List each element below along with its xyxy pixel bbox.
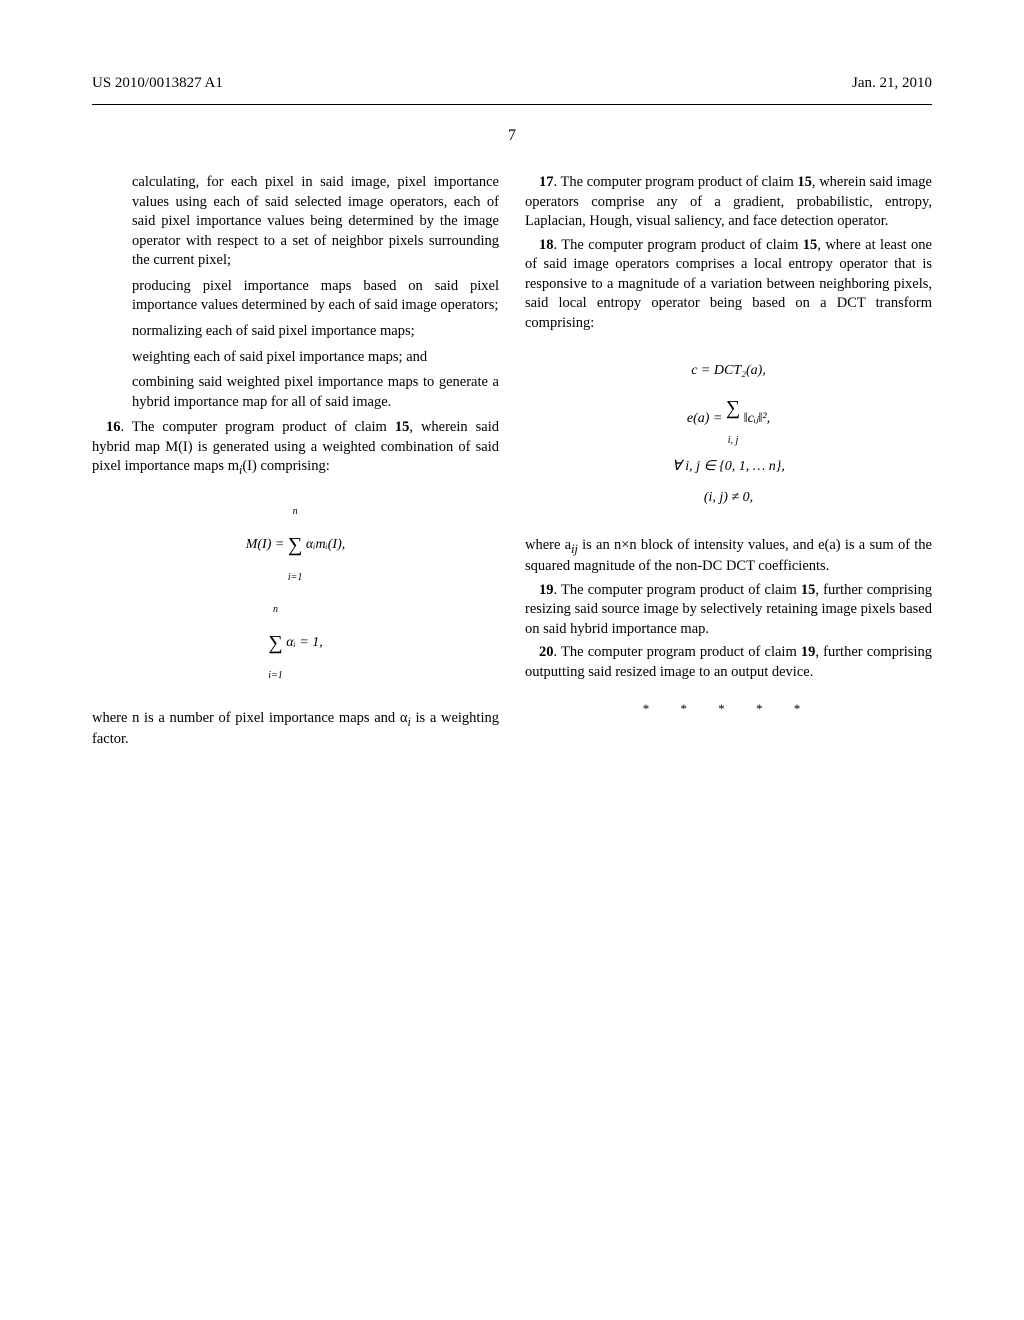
right-column: 17. The computer program product of clai… <box>525 173 932 753</box>
eq16b-tail: αᵢ = 1, <box>283 635 323 650</box>
step-combining: combining said weighted pixel importance… <box>92 373 499 412</box>
claim-17: 17. The computer program product of clai… <box>525 173 932 232</box>
left-column: calculating, for each pixel in said imag… <box>92 173 499 753</box>
step-producing: producing pixel importance maps based on… <box>92 277 499 316</box>
page-header: US 2010/0013827 A1 Jan. 21, 2010 <box>92 75 932 92</box>
eq18-line3: ∀ i, j ∈ {0, 1, … n}, <box>525 452 932 483</box>
equation-claim-16: M(I) = n ∑ i=1 αᵢmᵢ(I), n ∑ i=1 αᵢ = 1, <box>92 501 499 687</box>
eq18-line4: (i, j) ≠ 0, <box>525 483 932 514</box>
claim-17-before: . The computer program product of claim <box>554 174 798 190</box>
claim-16-ref: 15 <box>395 419 410 435</box>
eq18-lhs: e(a) = <box>687 412 726 427</box>
claim-18-before: . The computer program product of claim <box>554 237 803 253</box>
claim-20-ref: 19 <box>801 644 816 660</box>
publication-date: Jan. 21, 2010 <box>852 75 932 92</box>
claim-20-before: . The computer program product of claim <box>554 644 801 660</box>
claim-16-number: 16 <box>106 419 121 435</box>
claim-16-text-tail: (I) comprising: <box>242 458 329 474</box>
claim-18-number: 18 <box>539 237 554 253</box>
two-column-layout: calculating, for each pixel in said imag… <box>92 173 932 753</box>
claim-18-mid: where aij is an n×n block of intensity v… <box>525 536 932 577</box>
publication-number: US 2010/0013827 A1 <box>92 75 223 92</box>
claim-20: 20. The computer program product of clai… <box>525 643 932 682</box>
step-calculating: calculating, for each pixel in said imag… <box>92 173 499 271</box>
claim-18-ref: 15 <box>803 237 818 253</box>
header-rule <box>92 104 932 105</box>
subscript-ij: ij <box>571 542 578 556</box>
claim-20-number: 20 <box>539 644 554 660</box>
sum-symbol: ∑ <box>288 534 302 556</box>
claim-18-mid-text: where a <box>525 537 571 553</box>
end-marker: * * * * * <box>525 700 932 718</box>
claim-18-mid-tail: is an n×n block of intensity values, and… <box>525 537 932 574</box>
eq16-upper: n <box>288 501 303 523</box>
claim-16-footer: where n is a number of pixel importance … <box>92 709 499 750</box>
claim-17-number: 17 <box>539 174 554 190</box>
equation-claim-18: c = DCT₂(a), e(a) = ∑ i, j ‖cᵢⱼ‖², ∀ i, j… <box>525 356 932 514</box>
eq16-lower: i=1 <box>288 567 303 589</box>
sum-symbol-3: ∑ <box>726 397 740 419</box>
eq16-line2: n ∑ i=1 αᵢ = 1, <box>92 599 499 687</box>
claim-19-ref: 15 <box>801 582 816 598</box>
eq16-lhs: M(I) = <box>246 537 288 552</box>
eq18-line2: e(a) = ∑ i, j ‖cᵢⱼ‖², <box>525 386 932 452</box>
eq16-tail: αᵢmᵢ(I), <box>302 537 345 552</box>
claim-19: 19. The computer program product of clai… <box>525 581 932 640</box>
step-normalizing: normalizing each of said pixel importanc… <box>92 322 499 342</box>
eq16-line1: M(I) = n ∑ i=1 αᵢmᵢ(I), <box>92 501 499 589</box>
eq16b-lower: i=1 <box>268 665 283 687</box>
claim-19-before: . The computer program product of claim <box>554 582 801 598</box>
claim-16: 16. The computer program product of clai… <box>92 418 499 478</box>
claim-16-footer-text: where n is a number of pixel importance … <box>92 710 407 726</box>
claim-17-ref: 15 <box>797 174 812 190</box>
claim-18: 18. The computer program product of clai… <box>525 236 932 334</box>
step-weighting: weighting each of said pixel importance … <box>92 348 499 368</box>
sum-symbol-2: ∑ <box>268 632 282 654</box>
eq16b-upper: n <box>268 599 283 621</box>
eq18-tail: ‖cᵢⱼ‖², <box>740 412 770 427</box>
eq18-lower: i, j <box>726 430 740 452</box>
claim-19-number: 19 <box>539 582 554 598</box>
page-number: 7 <box>92 127 932 145</box>
eq18-line1: c = DCT₂(a), <box>525 356 932 387</box>
claim-16-text-before: . The computer program product of claim <box>121 419 395 435</box>
